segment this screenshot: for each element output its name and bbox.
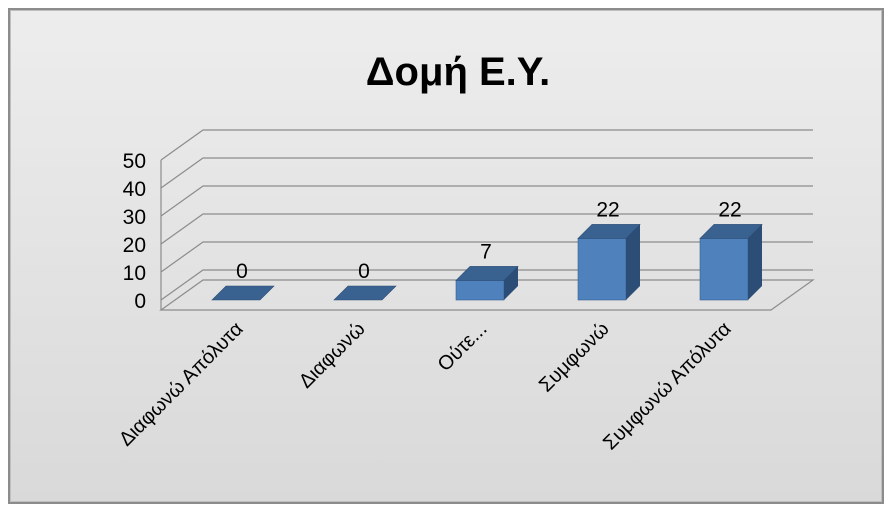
bar-top: [455, 266, 519, 281]
bars: [211, 224, 763, 301]
data-label: 0: [236, 260, 248, 283]
bar-side: [626, 224, 640, 300]
bar-side: [748, 224, 762, 300]
gridline: [160, 129, 813, 161]
bar: [699, 238, 749, 301]
category-label: Διαφωνώ: [295, 318, 370, 393]
bar-side: [504, 266, 518, 300]
gridline: [160, 185, 813, 217]
bar-top: [211, 285, 275, 301]
y-tick-label: 50: [123, 150, 146, 173]
y-tick-label: 0: [134, 290, 146, 313]
category-label: Διαφωνώ Απόλυτα: [115, 318, 248, 451]
y-tick-label: 20: [123, 234, 146, 257]
data-labels: 0 0 7 22 22: [236, 198, 742, 283]
y-tick-label: 40: [123, 178, 146, 201]
y-tick-label: 30: [123, 206, 146, 229]
bar-top: [333, 285, 397, 301]
bar: [577, 238, 627, 301]
category-labels: Διαφωνώ Απόλυτα Διαφωνώ Ούτε... ΣυμφωνώΣυμφ…: [115, 318, 736, 454]
data-label: 22: [718, 198, 741, 221]
y-axis-ticks: 0 10 20 30 40 50: [123, 150, 146, 313]
chart-title: Δομή Ε.Υ.: [366, 50, 550, 94]
floor: [159, 279, 815, 311]
bar-top: [577, 224, 641, 239]
category-label: Συμφωνώ: [535, 318, 614, 397]
data-label: 7: [480, 240, 492, 263]
data-label: 22: [596, 198, 619, 221]
gridline: [160, 157, 813, 189]
y-tick-label: 10: [123, 262, 146, 285]
data-label: 0: [358, 260, 370, 283]
gridline: [160, 213, 813, 245]
category-label: Ούτε...: [434, 318, 492, 376]
bar: [455, 280, 505, 301]
bar-top: [699, 224, 763, 239]
category-label: Συμφωνώ Απόλυτα: [599, 318, 735, 454]
